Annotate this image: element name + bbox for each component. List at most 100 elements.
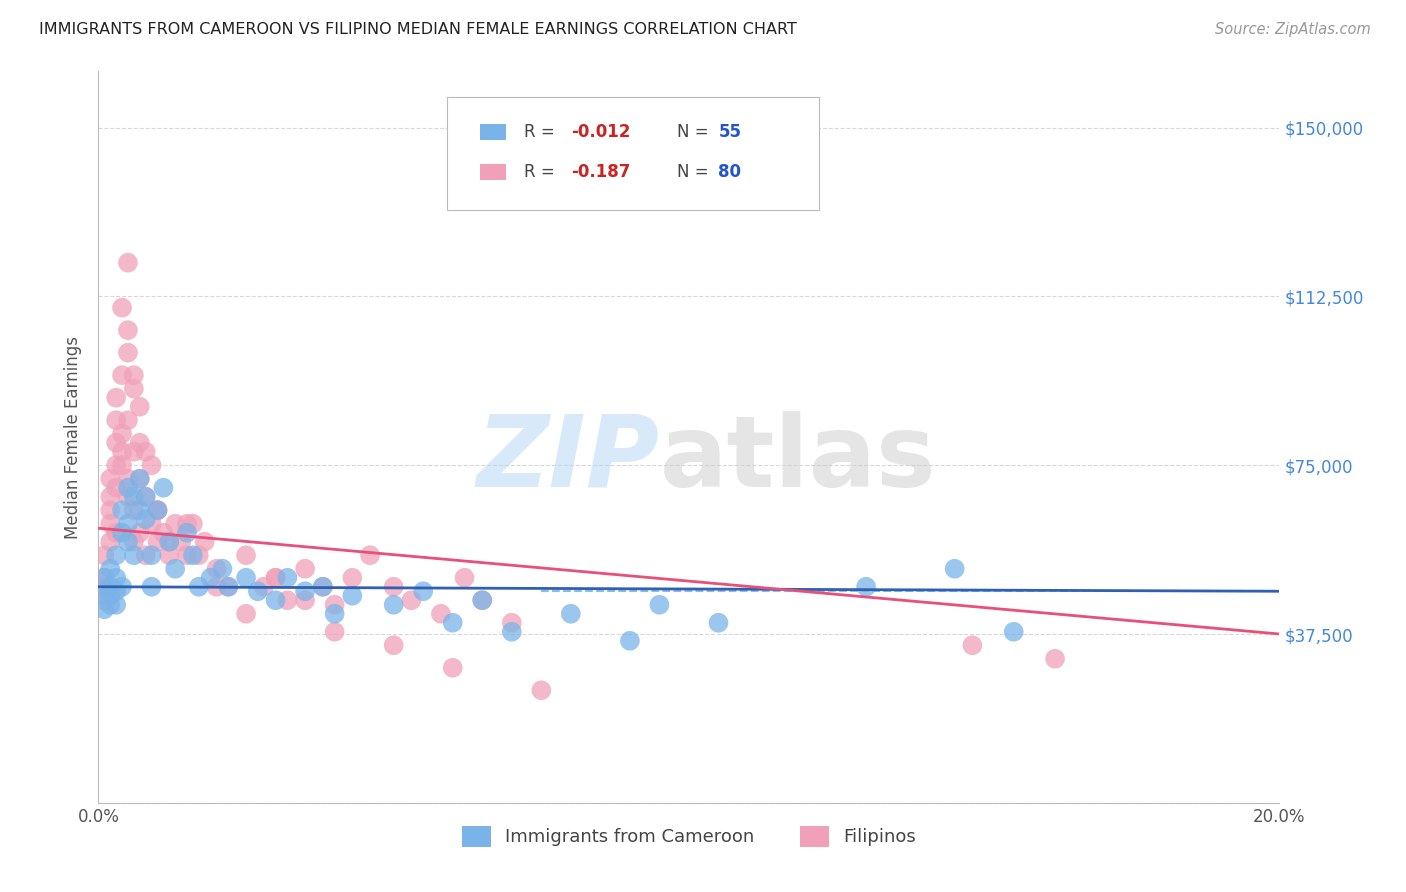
Text: N =: N = bbox=[678, 123, 714, 141]
Point bbox=[146, 534, 169, 549]
Point bbox=[146, 503, 169, 517]
Point bbox=[98, 490, 121, 504]
Point bbox=[943, 562, 966, 576]
Text: atlas: atlas bbox=[659, 410, 936, 508]
Point bbox=[111, 426, 134, 441]
Point bbox=[135, 490, 157, 504]
Point bbox=[152, 525, 174, 540]
Point bbox=[441, 661, 464, 675]
Point bbox=[471, 593, 494, 607]
Point bbox=[205, 580, 228, 594]
Point bbox=[111, 458, 134, 473]
Legend: Immigrants from Cameroon, Filipinos: Immigrants from Cameroon, Filipinos bbox=[453, 817, 925, 856]
Point bbox=[1043, 652, 1066, 666]
Point bbox=[93, 580, 115, 594]
Point bbox=[105, 598, 128, 612]
Point bbox=[264, 593, 287, 607]
Point bbox=[176, 548, 198, 562]
Point bbox=[98, 580, 121, 594]
Point bbox=[93, 571, 115, 585]
Point bbox=[111, 301, 134, 315]
Point bbox=[157, 534, 180, 549]
FancyBboxPatch shape bbox=[479, 163, 506, 179]
Point bbox=[560, 607, 582, 621]
Point bbox=[323, 598, 346, 612]
Point bbox=[135, 548, 157, 562]
Point bbox=[401, 593, 423, 607]
Point bbox=[181, 548, 204, 562]
Point bbox=[152, 481, 174, 495]
Point bbox=[98, 534, 121, 549]
Point bbox=[382, 580, 405, 594]
FancyBboxPatch shape bbox=[447, 97, 818, 211]
Point bbox=[165, 562, 187, 576]
Point bbox=[141, 548, 163, 562]
Point bbox=[187, 548, 209, 562]
Point bbox=[312, 580, 335, 594]
Point bbox=[117, 413, 139, 427]
Point bbox=[294, 584, 316, 599]
Text: N =: N = bbox=[678, 162, 714, 180]
Point bbox=[217, 580, 239, 594]
Point bbox=[648, 598, 671, 612]
Point bbox=[707, 615, 730, 630]
Text: R =: R = bbox=[523, 162, 560, 180]
Point bbox=[141, 580, 163, 594]
Text: -0.187: -0.187 bbox=[571, 162, 630, 180]
Point bbox=[1002, 624, 1025, 639]
Point bbox=[122, 444, 145, 458]
Point bbox=[128, 525, 150, 540]
Point bbox=[146, 503, 169, 517]
Point bbox=[111, 525, 134, 540]
Point bbox=[141, 516, 163, 531]
Point bbox=[117, 481, 139, 495]
Point bbox=[962, 638, 984, 652]
Point bbox=[235, 607, 257, 621]
Point bbox=[430, 607, 453, 621]
Text: R =: R = bbox=[523, 123, 560, 141]
Point bbox=[530, 683, 553, 698]
Point bbox=[253, 580, 276, 594]
Text: Source: ZipAtlas.com: Source: ZipAtlas.com bbox=[1215, 22, 1371, 37]
Point bbox=[276, 571, 298, 585]
Point bbox=[111, 444, 134, 458]
Point bbox=[342, 571, 364, 585]
Point bbox=[93, 593, 115, 607]
Point bbox=[217, 580, 239, 594]
Text: 55: 55 bbox=[718, 123, 741, 141]
Point bbox=[122, 548, 145, 562]
Point bbox=[412, 584, 434, 599]
Point bbox=[98, 562, 121, 576]
Point bbox=[323, 624, 346, 639]
Point bbox=[382, 598, 405, 612]
Point bbox=[117, 516, 139, 531]
FancyBboxPatch shape bbox=[479, 124, 506, 140]
Point bbox=[235, 548, 257, 562]
Point bbox=[235, 571, 257, 585]
Point bbox=[128, 472, 150, 486]
Point bbox=[264, 571, 287, 585]
Point bbox=[122, 503, 145, 517]
Point bbox=[141, 458, 163, 473]
Y-axis label: Median Female Earnings: Median Female Earnings bbox=[65, 335, 83, 539]
Point bbox=[619, 633, 641, 648]
Point bbox=[111, 580, 134, 594]
Point bbox=[135, 512, 157, 526]
Point bbox=[187, 580, 209, 594]
Point bbox=[170, 534, 193, 549]
Point bbox=[359, 548, 381, 562]
Point bbox=[111, 368, 134, 383]
Point bbox=[98, 589, 121, 603]
Point bbox=[294, 593, 316, 607]
Point bbox=[165, 516, 187, 531]
Point bbox=[122, 490, 145, 504]
Point bbox=[98, 472, 121, 486]
Point bbox=[117, 255, 139, 269]
Point bbox=[122, 382, 145, 396]
Point bbox=[93, 602, 115, 616]
Point bbox=[312, 580, 335, 594]
Point bbox=[441, 615, 464, 630]
Point bbox=[135, 490, 157, 504]
Text: -0.012: -0.012 bbox=[571, 123, 630, 141]
Point bbox=[98, 598, 121, 612]
